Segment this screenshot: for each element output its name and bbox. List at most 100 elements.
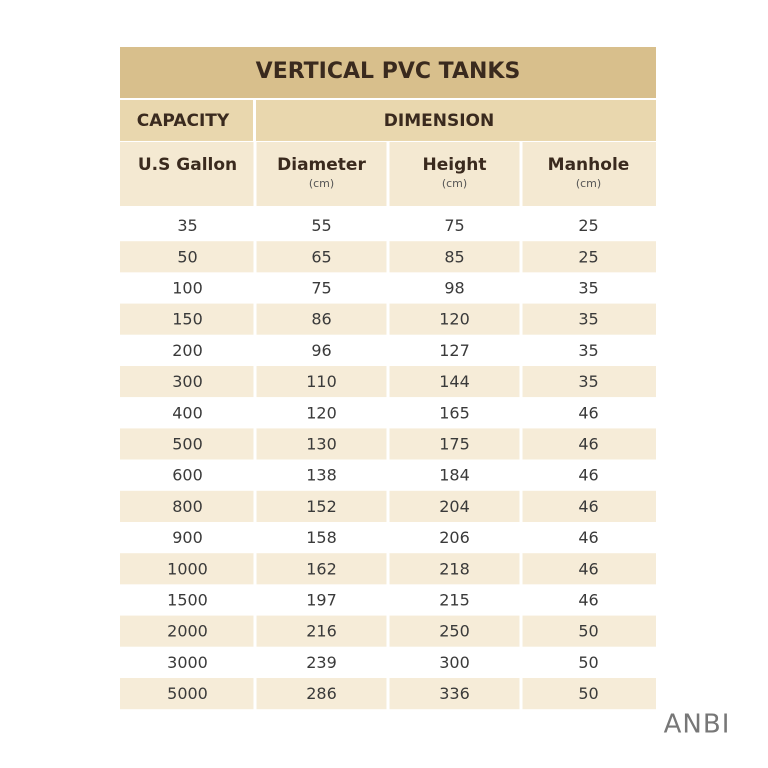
table-cell: 98 <box>444 279 464 298</box>
table-cell-bg <box>522 334 656 366</box>
table-cell-bg <box>120 584 254 616</box>
table-cell: 100 <box>172 279 203 298</box>
table-cell: 2000 <box>167 622 208 641</box>
table-cell-bg <box>389 584 520 616</box>
table-cell: 250 <box>439 622 470 641</box>
table-cell: 50 <box>177 247 197 266</box>
table-cell: 110 <box>306 372 337 391</box>
table-cell: 300 <box>439 653 470 672</box>
header-cell <box>120 100 253 141</box>
table-cell-bg <box>256 334 387 366</box>
table-cell-bg <box>120 553 254 585</box>
table-cell: 35 <box>578 341 598 360</box>
table-cell: 400 <box>172 403 203 422</box>
table-cell: 86 <box>311 310 331 329</box>
table-cell: 239 <box>306 653 337 672</box>
table-cell-bg <box>522 490 656 522</box>
table-cell-bg <box>120 397 254 429</box>
table-cell: 35 <box>578 279 598 298</box>
table-cell-bg <box>389 397 520 429</box>
column-header-cell <box>522 142 656 206</box>
table-cell-bg <box>256 646 387 678</box>
table-cell: 35 <box>177 216 197 235</box>
table-cell-bg <box>256 490 387 522</box>
table-cell: 216 <box>306 622 337 641</box>
table-cell: 600 <box>172 466 203 485</box>
table-cell: 200 <box>172 341 203 360</box>
table-cell: 184 <box>439 466 470 485</box>
table-cell-bg <box>256 241 387 273</box>
table-title: VERTICAL PVC TANKS <box>256 59 521 84</box>
table-cell-bg <box>120 522 254 554</box>
column-unit: (cm) <box>442 177 467 190</box>
table-cell-bg <box>120 428 254 460</box>
table-cell-bg <box>256 428 387 460</box>
table-cell: 25 <box>578 216 598 235</box>
table-cell: 46 <box>578 466 598 485</box>
table-cell: 336 <box>439 684 470 703</box>
table-cell-bg <box>256 522 387 554</box>
table-cell: 197 <box>306 591 337 610</box>
dimension-header: DIMENSION <box>384 111 494 131</box>
table-cell-bg <box>389 646 520 678</box>
table-cell-bg <box>256 553 387 585</box>
table-cell-bg <box>256 272 387 304</box>
table-cell: 50 <box>578 684 598 703</box>
table-cell: 3000 <box>167 653 208 672</box>
table-cell-bg <box>389 428 520 460</box>
table-cell: 300 <box>172 372 203 391</box>
table-cell-bg <box>120 210 254 242</box>
table-cell: 286 <box>306 684 337 703</box>
table-cell-bg <box>120 272 254 304</box>
table-cell: 206 <box>439 528 470 547</box>
table-cell: 55 <box>311 216 331 235</box>
table-cell-bg <box>120 678 254 710</box>
table-cell-bg <box>256 615 387 647</box>
table-cell-bg <box>522 459 656 491</box>
column-unit: (cm) <box>576 177 601 190</box>
column-header: Height <box>423 155 487 175</box>
table-cell: 75 <box>311 279 331 298</box>
table-cell-bg <box>389 334 520 366</box>
column-header: Diameter <box>277 155 366 175</box>
table-cell: 65 <box>311 247 331 266</box>
table-cell: 46 <box>578 497 598 516</box>
table-cell: 35 <box>578 310 598 329</box>
table-cell-bg <box>389 553 520 585</box>
table-cell-bg <box>389 522 520 554</box>
table-cell-bg <box>120 334 254 366</box>
table-cell: 204 <box>439 497 470 516</box>
table-cell-bg <box>120 646 254 678</box>
table-cell: 46 <box>578 403 598 422</box>
table-cell-bg <box>256 584 387 616</box>
table-cell: 1500 <box>167 591 208 610</box>
table-cell: 158 <box>306 528 337 547</box>
table-cell-bg <box>522 210 656 242</box>
table-cell-bg <box>120 303 254 335</box>
table-cell-bg <box>389 210 520 242</box>
column-header-cell <box>256 142 387 206</box>
table-cell: 120 <box>439 310 470 329</box>
table-cell-bg <box>522 584 656 616</box>
column-header: Manhole <box>548 155 630 175</box>
table-cell-bg <box>389 241 520 273</box>
table-cell-bg <box>120 241 254 273</box>
table-cell: 46 <box>578 528 598 547</box>
table-cell: 900 <box>172 528 203 547</box>
table-cell-bg <box>389 459 520 491</box>
table-cell: 144 <box>439 372 470 391</box>
table-cell-bg <box>120 615 254 647</box>
table-cell-bg <box>256 210 387 242</box>
table-cell-bg <box>120 459 254 491</box>
table-cell-bg <box>389 272 520 304</box>
table-cell-bg <box>522 241 656 273</box>
table-cell-bg <box>256 678 387 710</box>
table-cell: 35 <box>578 372 598 391</box>
table-cell: 130 <box>306 435 337 454</box>
capacity-header: CAPACITY <box>137 111 230 131</box>
table-cell: 500 <box>172 435 203 454</box>
table-cell-bg <box>522 303 656 335</box>
column-header-cell <box>120 142 254 206</box>
table-cell: 46 <box>578 435 598 454</box>
table-cell-bg <box>256 397 387 429</box>
